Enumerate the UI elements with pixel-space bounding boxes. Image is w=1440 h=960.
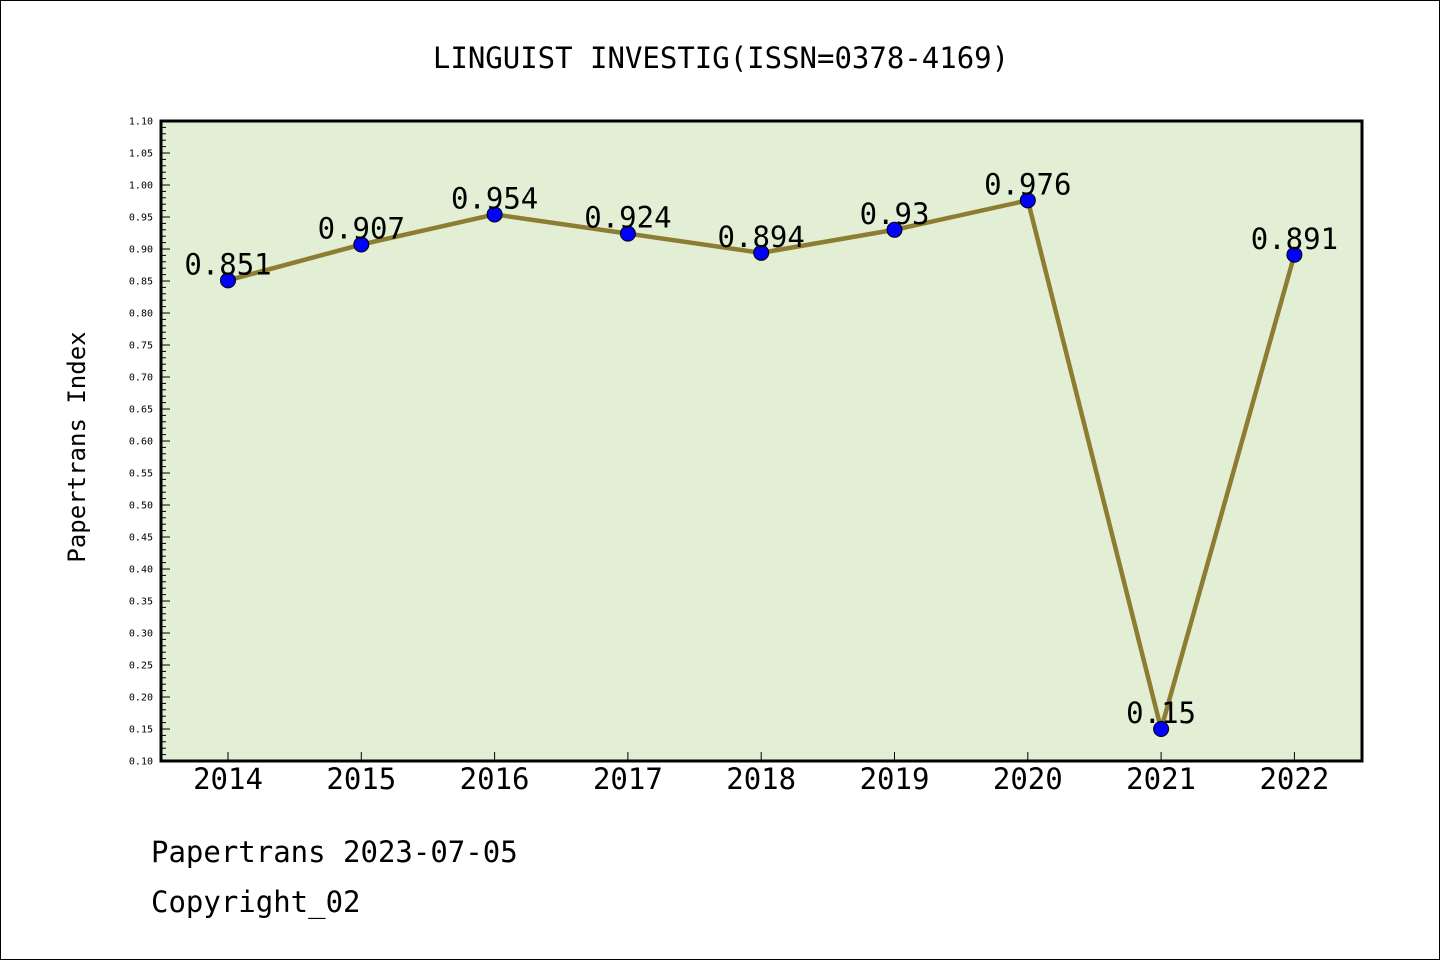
y-tick-label: 0.45 xyxy=(129,533,153,544)
x-tick-label: 2021 xyxy=(1126,762,1196,796)
chart-title: LINGUIST INVESTIG(ISSN=0378-4169) xyxy=(433,41,1009,75)
data-label: 0.93 xyxy=(860,197,930,231)
data-label: 0.894 xyxy=(718,220,805,254)
data-point xyxy=(886,221,903,238)
x-tick-label: 2022 xyxy=(1259,762,1329,796)
data-markers xyxy=(220,192,1303,737)
data-label: 0.954 xyxy=(451,181,538,215)
y-tick-label: 0.95 xyxy=(129,213,153,224)
y-tick-label: 0.75 xyxy=(129,341,153,352)
data-point xyxy=(753,244,770,261)
y-tick-label: 0.65 xyxy=(129,405,153,416)
x-tick-label: 2014 xyxy=(193,762,263,796)
y-tick-label: 0.10 xyxy=(129,757,153,768)
y-tick-label: 1.00 xyxy=(129,181,153,192)
data-label: 0.924 xyxy=(584,201,671,235)
data-point xyxy=(1153,721,1170,737)
data-label: 0.976 xyxy=(984,167,1071,201)
data-point xyxy=(220,272,236,289)
data-point xyxy=(486,206,503,223)
x-tick-label: 2016 xyxy=(460,762,530,796)
plot-area xyxy=(161,121,1362,761)
y-tick-label: 0.15 xyxy=(129,725,153,736)
y-tick-label: 0.20 xyxy=(129,693,153,704)
y-tick-label: 0.25 xyxy=(129,661,153,672)
x-tick-label: 2018 xyxy=(726,762,796,796)
data-point xyxy=(353,236,370,253)
data-point xyxy=(619,225,636,242)
y-tick-label: 0.55 xyxy=(129,469,153,480)
footer-copyright: Copyright_02 xyxy=(151,885,361,919)
y-tick-label: 0.50 xyxy=(129,501,153,512)
data-label: 0.891 xyxy=(1251,222,1338,256)
y-tick-label: 0.70 xyxy=(129,373,153,384)
y-tick-label: 0.40 xyxy=(129,565,153,576)
x-axis: 2014 2015 2016 2017 2018 2019 2020 2021 2022 xyxy=(193,752,1329,796)
y-tick-label: 0.30 xyxy=(129,629,153,640)
data-labels: 0.851 0.907 0.954 0.924 0.894 0.93 0.976 0.15 0.… xyxy=(184,167,1338,730)
data-point xyxy=(1286,246,1303,263)
x-tick-label: 2015 xyxy=(326,762,396,796)
y-axis: 0.10 0.15 0.20 0.25 0.30 0.35 0.40 0.45 0.50 0.55… xyxy=(129,117,170,768)
x-tick-label: 2020 xyxy=(993,762,1063,796)
y-tick-label: 0.80 xyxy=(129,309,153,320)
footer-date: Papertrans 2023-07-05 xyxy=(151,835,518,869)
plot-border xyxy=(159,119,1364,763)
y-axis-label: Papertrans Index xyxy=(63,331,91,562)
x-tick-label: 2019 xyxy=(860,762,930,796)
data-point xyxy=(1019,192,1036,209)
y-tick-label: 0.90 xyxy=(129,245,153,256)
y-tick-label: 1.05 xyxy=(129,149,153,160)
y-tick-label: 0.35 xyxy=(129,597,153,608)
y-tick-label: 1.10 xyxy=(129,117,153,128)
x-tick-label: 2017 xyxy=(593,762,663,796)
y-tick-label: 0.85 xyxy=(129,277,153,288)
data-label: 0.15 xyxy=(1126,696,1196,730)
data-label: 0.851 xyxy=(184,247,271,281)
data-label: 0.907 xyxy=(318,212,405,246)
y-tick-label: 0.60 xyxy=(129,437,153,448)
